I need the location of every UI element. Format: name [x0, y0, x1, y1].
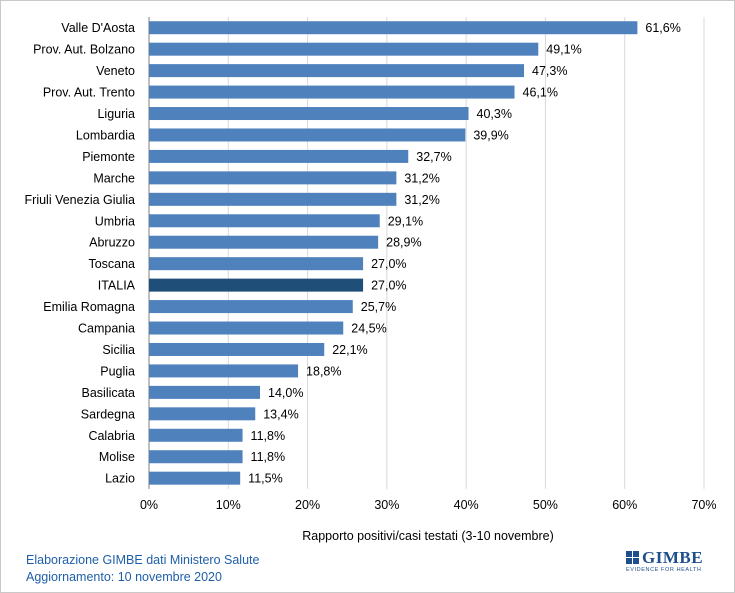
value-label: 13,4%: [263, 407, 298, 421]
category-label: Prov. Aut. Trento: [43, 86, 135, 100]
x-tick-label: 70%: [691, 498, 716, 512]
category-label: Marche: [93, 171, 135, 185]
logo-subtitle: EVIDENCE FOR HEALTH: [626, 567, 702, 573]
value-label: 31,2%: [404, 171, 439, 185]
category-label: Friuli Venezia Giulia: [25, 193, 136, 207]
value-label: 28,9%: [386, 236, 421, 250]
category-label: Molise: [99, 450, 135, 464]
bar: [149, 149, 409, 163]
value-label: 29,1%: [388, 214, 423, 228]
x-axis-title: Rapporto positivi/casi testati (3-10 nov…: [302, 529, 554, 543]
value-label: 25,7%: [361, 300, 396, 314]
category-label: Calabria: [88, 429, 135, 443]
x-tick-label: 20%: [295, 498, 320, 512]
footer-update: Aggiornamento: 10 novembre 2020: [26, 570, 222, 584]
bar: [149, 235, 379, 249]
x-tick-label: 60%: [612, 498, 637, 512]
x-tick-label: 50%: [533, 498, 558, 512]
value-label: 47,3%: [532, 64, 567, 78]
x-tick-label: 10%: [216, 498, 241, 512]
bar: [149, 42, 539, 56]
gimbe-logo: GIMBE EVIDENCE FOR HEALTH: [626, 548, 710, 575]
category-label: Sardegna: [81, 407, 135, 421]
value-label: 31,2%: [404, 193, 439, 207]
category-label: Emilia Romagna: [43, 300, 135, 314]
bar: [149, 128, 466, 142]
value-label: 46,1%: [523, 86, 558, 100]
bar: [149, 107, 469, 121]
category-label: Piemonte: [82, 150, 135, 164]
bar: [149, 257, 364, 271]
value-label: 11,5%: [248, 472, 283, 486]
bar: [149, 342, 325, 356]
value-label: 27,0%: [371, 279, 406, 293]
category-label: ITALIA: [98, 279, 136, 293]
value-label: 24,5%: [351, 322, 386, 336]
value-label: 11,8%: [251, 450, 286, 464]
category-label: Lazio: [105, 472, 135, 486]
category-label: Sicilia: [102, 343, 135, 357]
value-label: 27,0%: [371, 257, 406, 271]
category-label: Abruzzo: [89, 236, 135, 250]
value-label: 32,7%: [416, 150, 451, 164]
bar: [149, 171, 397, 185]
bar: [149, 278, 364, 292]
value-label: 61,6%: [645, 21, 680, 35]
value-label: 11,8%: [251, 429, 286, 443]
bar: [149, 214, 380, 228]
category-label: Valle D'Aosta: [61, 21, 135, 35]
logo-text: GIMBE: [642, 548, 704, 567]
x-tick-label: 0%: [140, 498, 158, 512]
bar: [149, 64, 525, 78]
value-label: 14,0%: [268, 386, 303, 400]
category-label: Campania: [78, 322, 135, 336]
bar: [149, 85, 515, 99]
bar: [149, 321, 344, 335]
value-label: 49,1%: [546, 43, 581, 57]
category-label: Toscana: [88, 257, 135, 271]
bar: [149, 21, 638, 35]
category-label: Veneto: [96, 64, 135, 78]
bar: [149, 428, 243, 442]
x-tick-label: 30%: [374, 498, 399, 512]
labels: 0% 10% 20% 30% 40% 50% 60% 70% Valle D'Aosta 61,6…: [25, 21, 717, 512]
bar: [149, 385, 260, 399]
bar: [149, 300, 353, 314]
value-label: 39,9%: [473, 128, 508, 142]
x-tick-label: 40%: [454, 498, 479, 512]
category-label: Lombardia: [76, 128, 135, 142]
bar: [149, 364, 299, 378]
bar: [149, 450, 243, 464]
category-label: Prov. Aut. Bolzano: [33, 43, 135, 57]
category-label: Basilicata: [82, 386, 136, 400]
category-label: Puglia: [100, 364, 135, 378]
category-label: Umbria: [95, 214, 135, 228]
category-label: Liguria: [97, 107, 135, 121]
footer-source: Elaborazione GIMBE dati Ministero Salute: [26, 553, 260, 567]
value-label: 22,1%: [332, 343, 367, 357]
gimbe-logo-icon: [626, 551, 639, 564]
bar: [149, 407, 256, 421]
value-label: 40,3%: [477, 107, 512, 121]
bars: [149, 21, 638, 485]
bar: [149, 192, 397, 206]
value-label: 18,8%: [306, 364, 341, 378]
bar: [149, 471, 241, 485]
